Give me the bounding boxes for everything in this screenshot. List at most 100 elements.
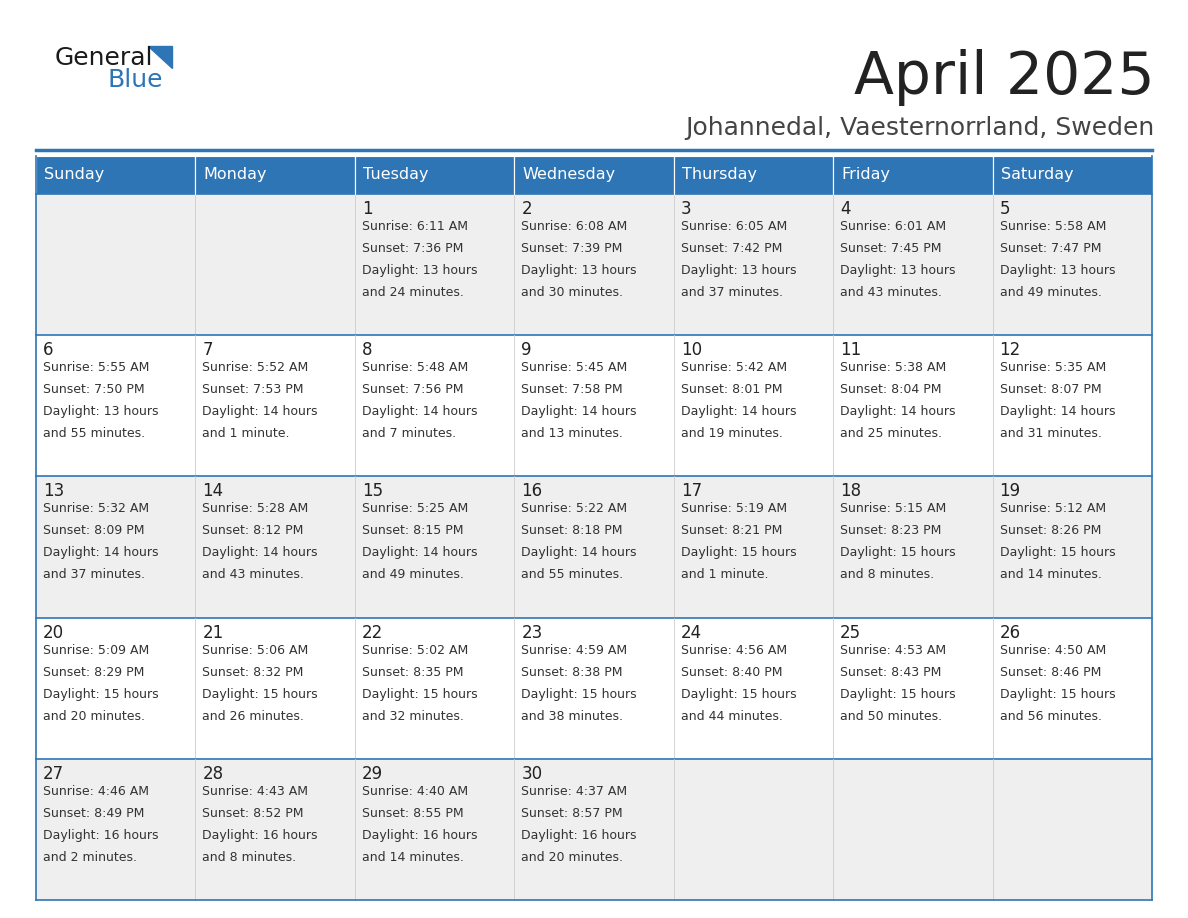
Text: General: General [55, 46, 153, 70]
Text: Sunset: 8:57 PM: Sunset: 8:57 PM [522, 807, 623, 820]
Bar [833, 156, 992, 194]
Text: Daylight: 13 hours: Daylight: 13 hours [43, 405, 158, 419]
Text: Sunset: 7:42 PM: Sunset: 7:42 PM [681, 242, 782, 255]
Bar [992, 618, 1152, 759]
Bar [196, 476, 355, 618]
Text: Daylight: 14 hours: Daylight: 14 hours [362, 546, 478, 559]
Text: Wednesday: Wednesday [523, 167, 615, 183]
Bar [514, 194, 674, 335]
Bar [514, 335, 674, 476]
Bar [514, 156, 674, 194]
Text: and 49 minutes.: and 49 minutes. [999, 286, 1101, 299]
Text: and 24 minutes.: and 24 minutes. [362, 286, 463, 299]
Text: Sunset: 8:49 PM: Sunset: 8:49 PM [43, 807, 145, 820]
Text: Sunrise: 5:48 AM: Sunrise: 5:48 AM [362, 361, 468, 375]
Bar [514, 618, 674, 759]
Text: Sunset: 8:23 PM: Sunset: 8:23 PM [840, 524, 942, 537]
Text: and 26 minutes.: and 26 minutes. [202, 710, 304, 722]
Bar [992, 156, 1152, 194]
Text: 14: 14 [202, 482, 223, 500]
Text: 13: 13 [43, 482, 64, 500]
Text: Daylight: 15 hours: Daylight: 15 hours [840, 546, 956, 559]
Text: 10: 10 [681, 341, 702, 359]
Text: and 43 minutes.: and 43 minutes. [840, 286, 942, 299]
Text: Sunrise: 4:53 AM: Sunrise: 4:53 AM [840, 644, 947, 656]
Text: and 13 minutes.: and 13 minutes. [522, 427, 624, 441]
Bar [355, 194, 514, 335]
Text: 2: 2 [522, 200, 532, 218]
Text: Sunrise: 5:28 AM: Sunrise: 5:28 AM [202, 502, 309, 515]
Bar [833, 476, 992, 618]
Text: Sunset: 8:21 PM: Sunset: 8:21 PM [681, 524, 782, 537]
Text: 28: 28 [202, 765, 223, 783]
Text: Sunrise: 5:09 AM: Sunrise: 5:09 AM [43, 644, 150, 656]
Text: Sunset: 8:38 PM: Sunset: 8:38 PM [522, 666, 623, 678]
Text: Sunrise: 5:25 AM: Sunrise: 5:25 AM [362, 502, 468, 515]
Bar [36, 759, 196, 900]
Text: Sunrise: 5:42 AM: Sunrise: 5:42 AM [681, 361, 786, 375]
Text: 3: 3 [681, 200, 691, 218]
Text: 17: 17 [681, 482, 702, 500]
Text: Sunset: 8:26 PM: Sunset: 8:26 PM [999, 524, 1101, 537]
Text: and 20 minutes.: and 20 minutes. [43, 710, 145, 722]
Text: and 20 minutes.: and 20 minutes. [522, 851, 624, 864]
Text: Sunset: 7:58 PM: Sunset: 7:58 PM [522, 383, 623, 397]
Text: Sunset: 8:04 PM: Sunset: 8:04 PM [840, 383, 942, 397]
Text: Daylight: 14 hours: Daylight: 14 hours [202, 405, 318, 419]
Text: Daylight: 14 hours: Daylight: 14 hours [999, 405, 1116, 419]
Text: Tuesday: Tuesday [362, 167, 429, 183]
Text: Sunset: 8:15 PM: Sunset: 8:15 PM [362, 524, 463, 537]
Text: Daylight: 13 hours: Daylight: 13 hours [522, 264, 637, 277]
Text: Sunrise: 5:15 AM: Sunrise: 5:15 AM [840, 502, 947, 515]
Text: 19: 19 [999, 482, 1020, 500]
Text: 25: 25 [840, 623, 861, 642]
Text: and 8 minutes.: and 8 minutes. [202, 851, 297, 864]
Text: and 19 minutes.: and 19 minutes. [681, 427, 783, 441]
Text: and 37 minutes.: and 37 minutes. [43, 568, 145, 581]
Text: Daylight: 15 hours: Daylight: 15 hours [999, 546, 1116, 559]
Text: Daylight: 15 hours: Daylight: 15 hours [999, 688, 1116, 700]
Text: Sunset: 8:55 PM: Sunset: 8:55 PM [362, 807, 463, 820]
Text: Sunrise: 4:40 AM: Sunrise: 4:40 AM [362, 785, 468, 798]
Text: Daylight: 16 hours: Daylight: 16 hours [202, 829, 318, 842]
Bar [355, 618, 514, 759]
Bar [196, 335, 355, 476]
Text: Sunrise: 4:43 AM: Sunrise: 4:43 AM [202, 785, 309, 798]
Text: Sunset: 8:29 PM: Sunset: 8:29 PM [43, 666, 145, 678]
Text: Daylight: 16 hours: Daylight: 16 hours [362, 829, 478, 842]
Text: Sunrise: 5:58 AM: Sunrise: 5:58 AM [999, 220, 1106, 233]
Text: 16: 16 [522, 482, 543, 500]
Bar [674, 194, 833, 335]
Text: Sunrise: 5:19 AM: Sunrise: 5:19 AM [681, 502, 786, 515]
Text: Daylight: 14 hours: Daylight: 14 hours [840, 405, 955, 419]
Text: Sunset: 8:35 PM: Sunset: 8:35 PM [362, 666, 463, 678]
Bar [196, 194, 355, 335]
Bar [355, 335, 514, 476]
Text: and 14 minutes.: and 14 minutes. [362, 851, 463, 864]
Text: Monday: Monday [203, 167, 267, 183]
Text: Daylight: 15 hours: Daylight: 15 hours [202, 688, 318, 700]
Text: 24: 24 [681, 623, 702, 642]
Text: and 56 minutes.: and 56 minutes. [999, 710, 1101, 722]
Text: and 31 minutes.: and 31 minutes. [999, 427, 1101, 441]
Text: and 32 minutes.: and 32 minutes. [362, 710, 463, 722]
Text: Saturday: Saturday [1000, 167, 1073, 183]
Text: 5: 5 [999, 200, 1010, 218]
Text: Sunset: 8:40 PM: Sunset: 8:40 PM [681, 666, 782, 678]
Text: and 14 minutes.: and 14 minutes. [999, 568, 1101, 581]
Text: and 50 minutes.: and 50 minutes. [840, 710, 942, 722]
Bar [992, 335, 1152, 476]
Text: Daylight: 16 hours: Daylight: 16 hours [522, 829, 637, 842]
Text: April 2025: April 2025 [854, 50, 1155, 106]
Bar [674, 335, 833, 476]
Text: Sunset: 8:52 PM: Sunset: 8:52 PM [202, 807, 304, 820]
Text: Sunset: 7:45 PM: Sunset: 7:45 PM [840, 242, 942, 255]
Text: 6: 6 [43, 341, 53, 359]
Text: Daylight: 15 hours: Daylight: 15 hours [362, 688, 478, 700]
Text: Blue: Blue [108, 68, 164, 92]
Text: Daylight: 15 hours: Daylight: 15 hours [43, 688, 159, 700]
Bar [514, 476, 674, 618]
Text: Daylight: 15 hours: Daylight: 15 hours [522, 688, 637, 700]
Text: Friday: Friday [841, 167, 890, 183]
Text: Sunrise: 5:22 AM: Sunrise: 5:22 AM [522, 502, 627, 515]
